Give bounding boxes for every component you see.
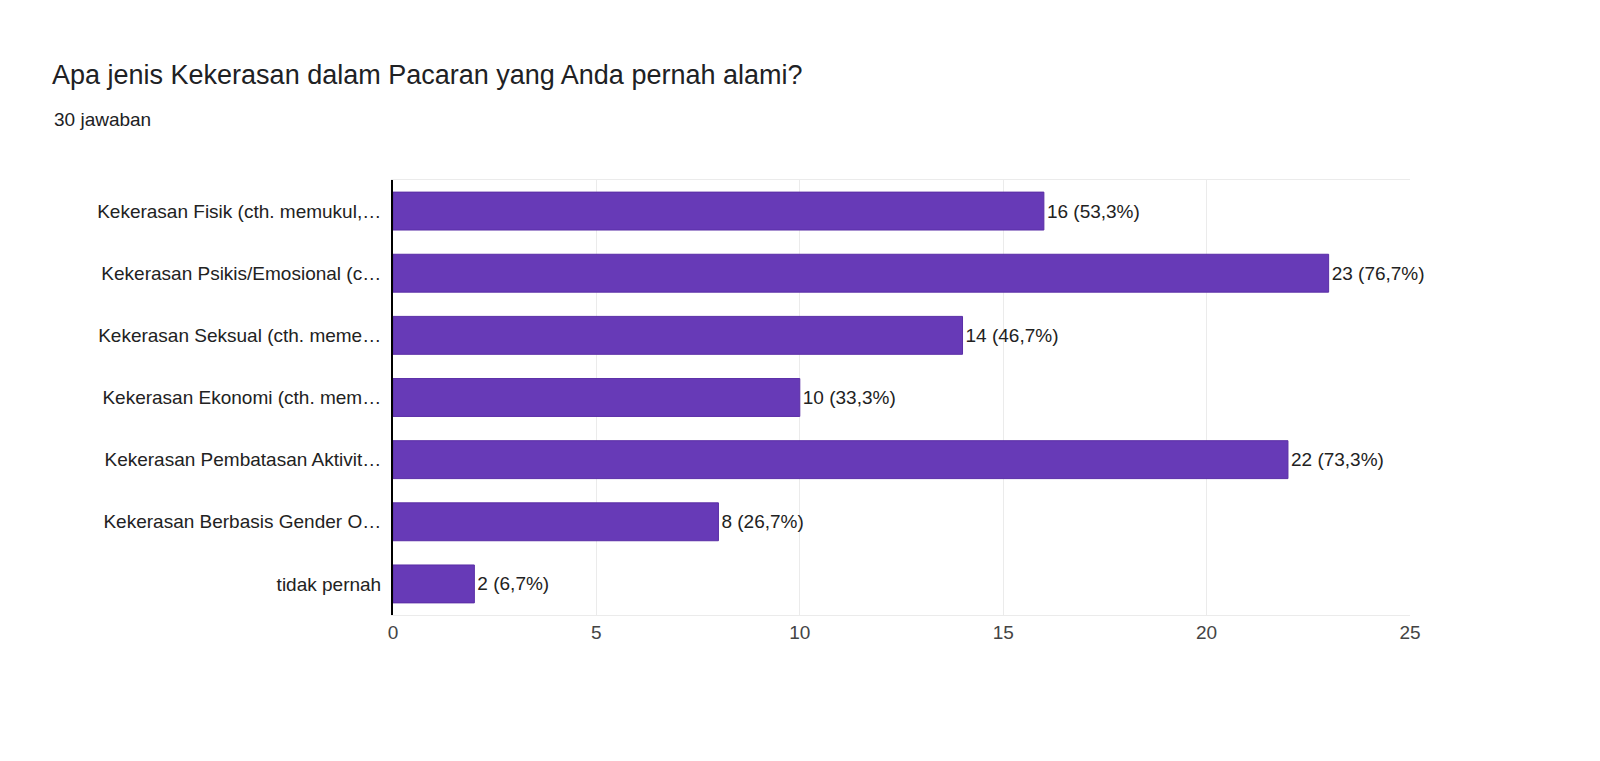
svg-text:14 (46,7%): 14 (46,7%)	[966, 325, 1059, 346]
svg-text:0: 0	[388, 622, 399, 643]
svg-text:25: 25	[1399, 622, 1420, 643]
svg-text:Kekerasan Seksual (cth. meme…: Kekerasan Seksual (cth. meme…	[98, 325, 381, 346]
svg-text:15: 15	[993, 622, 1014, 643]
svg-text:16 (53,3%): 16 (53,3%)	[1047, 201, 1140, 222]
svg-text:30 jawaban: 30 jawaban	[54, 109, 151, 130]
svg-text:tidak pernah: tidak pernah	[277, 574, 382, 595]
svg-text:5: 5	[591, 622, 602, 643]
svg-text:8 (26,7%): 8 (26,7%)	[721, 511, 803, 532]
svg-text:10 (33,3%): 10 (33,3%)	[803, 387, 896, 408]
svg-text:Apa jenis Kekerasan dalam Paca: Apa jenis Kekerasan dalam Pacaran yang A…	[52, 60, 803, 90]
svg-text:Kekerasan Fisik (cth. memukul,: Kekerasan Fisik (cth. memukul,…	[97, 201, 381, 222]
svg-text:Kekerasan Berbasis Gender O…: Kekerasan Berbasis Gender O…	[103, 511, 381, 532]
svg-text:22 (73,3%): 22 (73,3%)	[1291, 449, 1384, 470]
svg-text:20: 20	[1196, 622, 1217, 643]
svg-text:23 (76,7%): 23 (76,7%)	[1332, 263, 1425, 284]
svg-text:Kekerasan Psikis/Emosional (c…: Kekerasan Psikis/Emosional (c…	[101, 263, 381, 284]
svg-text:10: 10	[789, 622, 810, 643]
svg-text:2 (6,7%): 2 (6,7%)	[477, 573, 549, 594]
svg-text:Kekerasan Pembatasan Aktivit…: Kekerasan Pembatasan Aktivit…	[104, 449, 381, 470]
svg-text:Kekerasan Ekonomi (cth. mem…: Kekerasan Ekonomi (cth. mem…	[102, 387, 381, 408]
